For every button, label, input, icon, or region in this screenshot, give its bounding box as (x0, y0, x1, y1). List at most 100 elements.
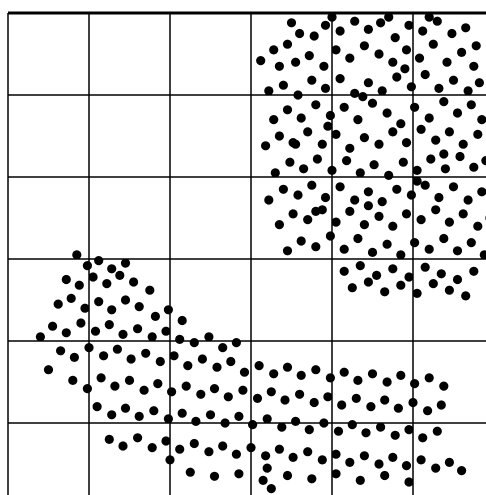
data-point (277, 422, 287, 432)
data-point (163, 305, 173, 315)
data-point (252, 393, 263, 403)
data-point (107, 410, 117, 420)
data-point (372, 270, 382, 280)
data-point (359, 451, 369, 461)
data-point (72, 250, 82, 260)
data-point (74, 280, 84, 290)
data-point (296, 370, 306, 380)
data-point (367, 247, 378, 257)
data-point (369, 160, 379, 170)
data-point (303, 127, 313, 137)
data-point (339, 244, 349, 254)
data-point (169, 351, 179, 361)
data-point (161, 436, 171, 446)
data-point (380, 470, 390, 481)
data-point (307, 75, 317, 85)
data-point (153, 379, 163, 389)
data-point (325, 373, 335, 383)
data-point (181, 381, 191, 391)
data-point (327, 12, 337, 22)
data-point (274, 131, 284, 141)
data-point (448, 75, 459, 85)
data-point (274, 444, 284, 454)
data-point (124, 375, 135, 385)
data-point (424, 12, 434, 22)
data-point (461, 23, 471, 33)
data-point (120, 295, 131, 305)
data-point (291, 416, 301, 426)
data-point (350, 16, 360, 26)
data-point (319, 61, 329, 71)
data-point (323, 392, 333, 402)
data-point (115, 270, 125, 280)
data-point (61, 274, 71, 285)
data-point (384, 12, 394, 22)
data-point (185, 467, 195, 477)
data-point (345, 457, 355, 467)
data-point (311, 206, 321, 216)
data-point (428, 39, 438, 49)
data-point (473, 221, 483, 231)
data-point (380, 287, 390, 297)
data-point (296, 236, 306, 246)
data-point (299, 164, 309, 174)
data-point (293, 190, 303, 200)
data-point (120, 258, 131, 268)
data-point (234, 411, 244, 421)
data-point (416, 455, 426, 465)
data-point (61, 328, 71, 338)
data-point (377, 197, 387, 207)
data-point (471, 41, 481, 51)
data-point (382, 239, 392, 249)
data-point (469, 61, 479, 71)
data-point (412, 165, 422, 175)
data-point (220, 418, 230, 428)
data-point (428, 279, 438, 289)
data-point (107, 264, 117, 274)
data-point (477, 187, 486, 197)
data-point (99, 351, 109, 361)
data-point (452, 246, 463, 256)
data-point (155, 356, 165, 367)
data-point (161, 326, 171, 336)
data-point (347, 283, 357, 293)
data-point (392, 184, 402, 194)
data-point (261, 141, 271, 151)
data-point (412, 176, 422, 186)
data-point (448, 182, 459, 192)
data-point (223, 392, 233, 402)
data-point (177, 315, 187, 326)
data-point (410, 102, 420, 112)
data-point (317, 455, 327, 465)
data-point (353, 115, 363, 125)
data-point (358, 92, 368, 102)
data-point (304, 425, 314, 435)
data-point (424, 113, 434, 123)
data-point (311, 100, 321, 110)
data-point (335, 26, 345, 36)
data-point (309, 397, 319, 408)
data-point (353, 375, 363, 385)
data-point (258, 475, 268, 485)
data-point (410, 379, 420, 389)
data-point (312, 154, 322, 164)
data-point (291, 57, 301, 67)
data-point (436, 400, 446, 410)
data-point (331, 217, 341, 227)
data-point (367, 98, 378, 108)
data-point (264, 195, 274, 205)
data-point (196, 389, 206, 399)
data-point (404, 425, 414, 435)
data-point (118, 441, 128, 451)
data-point (345, 143, 355, 153)
data-point (436, 269, 446, 279)
data-point (133, 324, 143, 334)
data-point (431, 463, 441, 473)
data-point (282, 470, 293, 481)
data-point (377, 86, 387, 96)
data-point (439, 233, 449, 244)
data-point (278, 80, 288, 90)
data-point (423, 406, 433, 416)
data-point (477, 115, 486, 125)
data-point (325, 231, 335, 241)
